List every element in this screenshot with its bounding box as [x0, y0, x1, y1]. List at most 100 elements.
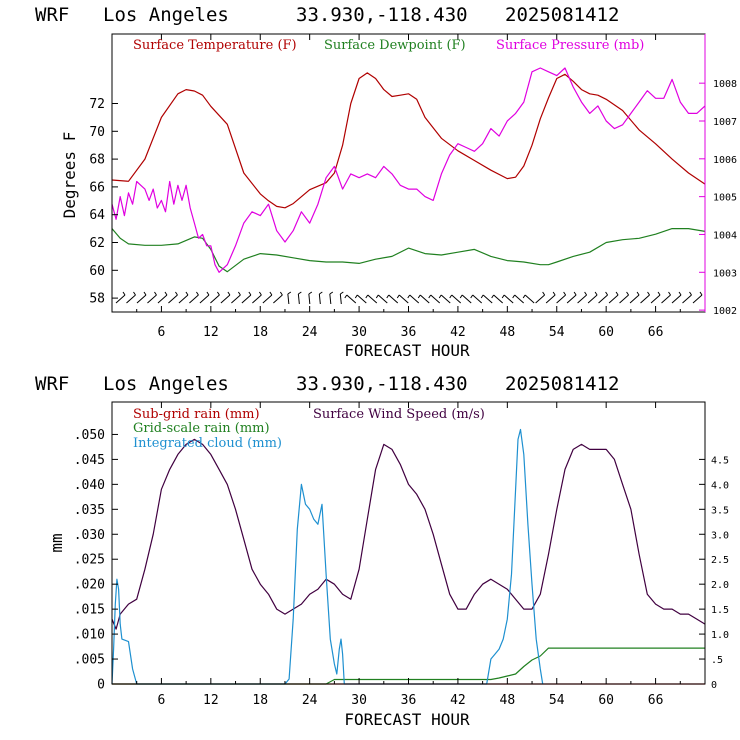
wind-barb	[126, 291, 136, 304]
wind-barb	[512, 294, 524, 304]
chart-title-run: 2025081412	[505, 4, 619, 26]
wind-barb	[671, 291, 682, 304]
legend-pressure: Surface Pressure (mb)	[496, 38, 644, 53]
x-tick-label: 42	[450, 325, 466, 340]
wind-barb	[318, 291, 323, 305]
series-line-surface-dewpoint	[111, 228, 706, 273]
legend-dewpoint: Surface Dewpoint (F)	[324, 38, 466, 53]
x-tick-label: 24	[302, 325, 318, 340]
wind-barb	[545, 291, 556, 304]
chart-title-location: Los Angeles	[103, 4, 229, 26]
right-tick-label: 1006	[713, 155, 737, 166]
chart-title-location: Los Angeles	[103, 373, 229, 395]
wind-barb	[147, 291, 157, 304]
x-tick-label: 60	[598, 325, 614, 340]
wind-barb	[231, 291, 241, 304]
x-tick-label: 18	[252, 693, 268, 708]
wind-barb	[262, 291, 273, 304]
left-tick-label: .015	[74, 603, 105, 618]
series-line-surface-temperature	[111, 72, 706, 209]
wind-barb	[598, 291, 608, 304]
left-tick-label: 66	[89, 180, 105, 195]
right-tick-label: 3.0	[711, 530, 729, 541]
wind-barb	[199, 291, 210, 304]
wind-barb	[168, 291, 178, 304]
y-axis-label: Degrees F	[60, 132, 79, 219]
wind-barb	[556, 291, 567, 304]
left-tick-label: 72	[89, 97, 105, 112]
wind-barb	[501, 294, 514, 304]
x-axis-label: FORECAST HOUR	[344, 341, 470, 360]
wind-barb	[210, 291, 220, 304]
wind-barb	[252, 291, 262, 304]
wind-barb	[577, 291, 588, 304]
legend-integrated-cloud: Integrated cloud (mm)	[133, 436, 282, 451]
right-tick-label: 2.0	[711, 580, 729, 591]
wind-barb	[535, 291, 546, 304]
wind-barb	[566, 291, 577, 304]
x-axis-label: FORECAST HOUR	[344, 710, 470, 729]
x-tick-label: 48	[500, 325, 516, 340]
wind-barb	[640, 291, 650, 304]
wind-barb	[629, 291, 640, 304]
x-tick-label: 48	[500, 693, 516, 708]
wind-barb	[428, 294, 441, 304]
right-tick-label: 1003	[713, 268, 737, 279]
left-tick-label: 64	[89, 208, 105, 223]
x-tick-label: 6	[158, 325, 166, 340]
wind-barb	[470, 294, 483, 304]
wind-barb	[115, 291, 126, 304]
left-tick-label: .020	[74, 578, 105, 593]
chart-title-coords: 33.930,-118.430	[296, 373, 468, 395]
wind-barb	[297, 291, 302, 305]
wind-barb	[459, 294, 472, 304]
x-tick-label: 66	[648, 325, 664, 340]
legend-gridscale-rain: Grid-scale rain (mm)	[133, 421, 270, 436]
left-tick-label: .045	[74, 453, 105, 468]
wind-barb	[619, 291, 629, 304]
right-tick-label: 1.5	[711, 605, 729, 616]
left-tick-label: 62	[89, 236, 105, 251]
wind-barb	[522, 294, 535, 304]
wind-barb	[608, 291, 619, 304]
x-tick-label: 18	[252, 325, 268, 340]
wind-barb	[375, 294, 388, 304]
chart-title-coords: 33.930,-118.430	[296, 4, 468, 26]
legend-wind-speed: Surface Wind Speed (m/s)	[313, 407, 485, 422]
left-tick-label: .010	[74, 628, 105, 643]
right-tick-label: 1.0	[711, 630, 729, 641]
series-line-surface-pressure	[111, 67, 706, 273]
wind-barb	[661, 291, 671, 304]
right-tick-label: 4.0	[711, 480, 729, 491]
wind-barb	[386, 294, 399, 304]
chart-title-model: WRF	[35, 4, 69, 26]
right-tick-label: 1004	[713, 230, 737, 241]
wind-barb	[650, 291, 661, 304]
wind-barb	[287, 291, 292, 305]
x-tick-label: 30	[351, 693, 367, 708]
wind-barbs	[115, 291, 703, 305]
wind-barb	[407, 294, 420, 304]
left-tick-label: 0	[97, 678, 105, 693]
chart-title-model: WRF	[35, 373, 69, 395]
x-tick-label: 12	[203, 693, 219, 708]
wind-barb	[417, 294, 430, 304]
temperature-pressure-chart: WRF Los Angeles 33.930,-118.430 20250814…	[35, 4, 737, 360]
left-tick-label: .040	[74, 478, 105, 493]
wind-barb	[354, 294, 367, 304]
right-tick-label: 1005	[713, 193, 737, 204]
wind-barb	[438, 294, 451, 304]
wind-barb	[329, 291, 334, 305]
wind-barb	[692, 291, 703, 304]
right-tick-label: 1008	[713, 79, 737, 90]
wind-barb	[396, 294, 409, 304]
series-line-surface-wind-speed	[111, 438, 706, 630]
wind-barb	[308, 291, 313, 305]
left-tick-label: .025	[74, 553, 105, 568]
x-tick-label: 54	[549, 325, 565, 340]
series-line-integrated-cloud	[111, 428, 544, 685]
x-tick-label: 54	[549, 693, 565, 708]
x-tick-label: 42	[450, 693, 466, 708]
left-tick-label: .005	[74, 653, 105, 668]
